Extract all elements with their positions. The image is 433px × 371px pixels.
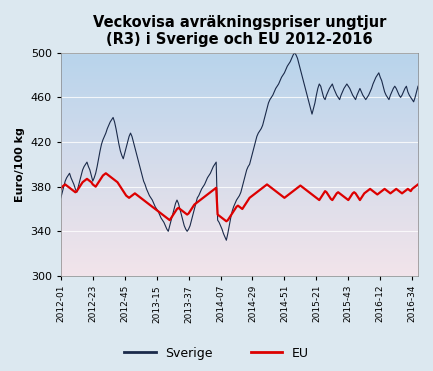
Title: Veckovisa avräkningspriser ungtjur
(R3) i Sverige och EU 2012-2016: Veckovisa avräkningspriser ungtjur (R3) …: [93, 15, 386, 47]
Legend: Sverige, EU: Sverige, EU: [119, 342, 314, 365]
Y-axis label: Euro/100 kg: Euro/100 kg: [15, 127, 25, 202]
